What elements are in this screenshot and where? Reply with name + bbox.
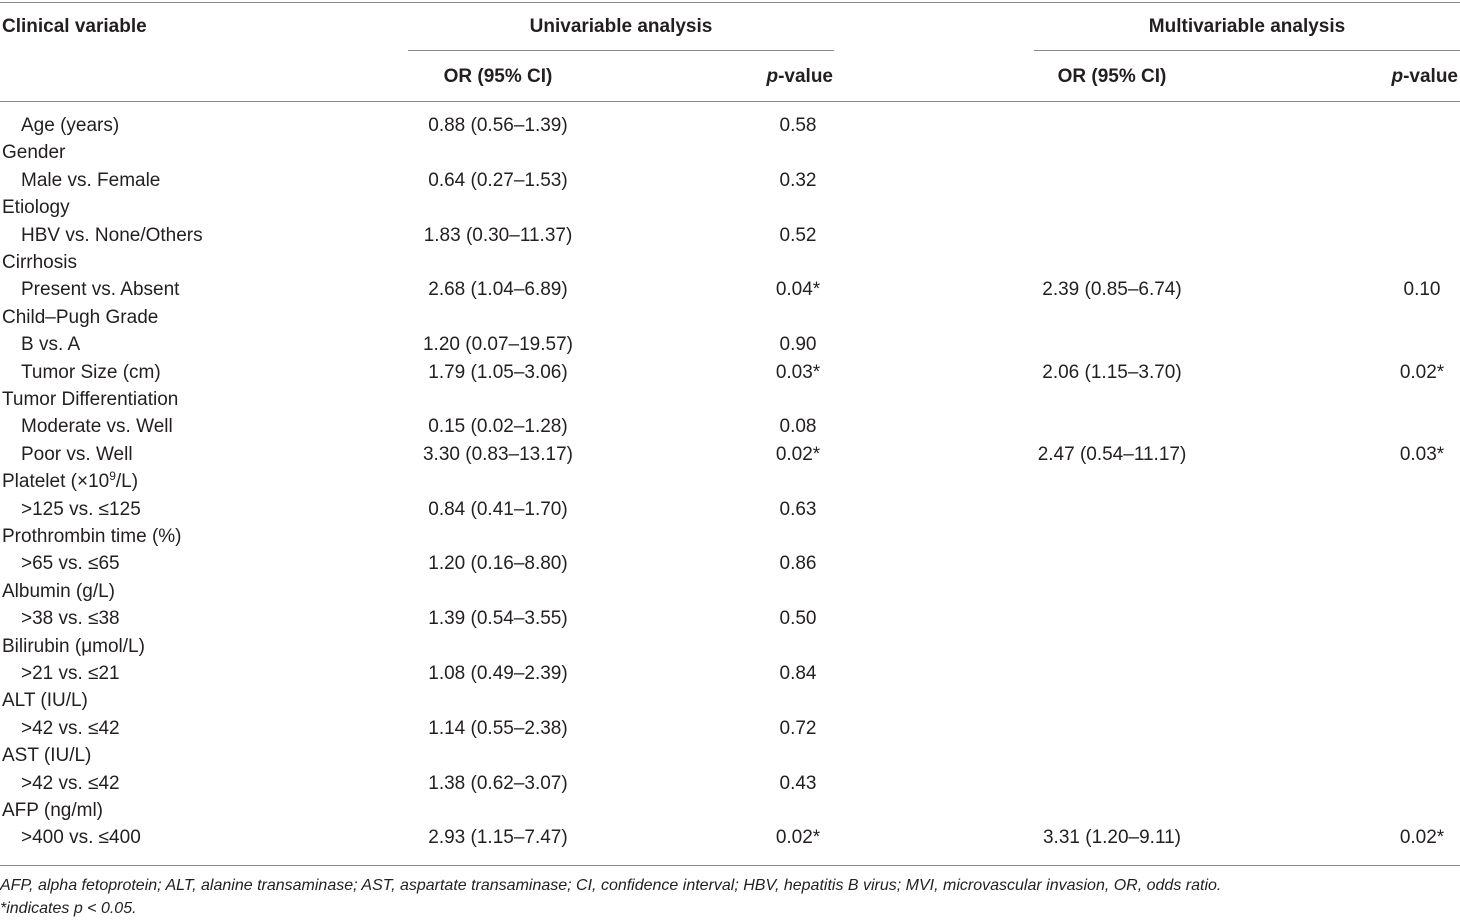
cell-uni-p-value: 0.43: [779, 772, 817, 794]
cell-uni-p-value: 0.04*: [775, 279, 821, 301]
row-comparison-label: B vs. A: [21, 334, 81, 356]
cell-multi-p-value: 0.02*: [1399, 361, 1445, 383]
cell-uni-p-value: 0.58: [779, 115, 817, 136]
cell-multi-or-ci: 3.31 (1.20–9.11): [1042, 827, 1182, 849]
header-uni-p-suffix: -value: [778, 66, 833, 87]
cell-uni-or-ci: 1.14 (0.55–2.38): [428, 717, 568, 739]
row-category-label: Gender: [2, 142, 66, 164]
footnote-significance: *indicates p < 0.05.: [0, 900, 137, 917]
header-clinical-variable: Clinical variable: [2, 16, 147, 37]
cell-uni-or-ci: 1.20 (0.16–8.80): [428, 553, 568, 575]
cell-uni-or-ci: 1.08 (0.49–2.39): [428, 663, 568, 684]
row-category-label: AST (IU/L): [2, 745, 92, 767]
header-multi-p-suffix: -value: [1403, 66, 1458, 87]
cell-uni-p-value: 0.84: [779, 663, 817, 684]
header-multi-p-letter: p: [1391, 66, 1404, 87]
cell-uni-or-ci: 0.15 (0.02–1.28): [428, 416, 568, 438]
row-comparison-label: >42 vs. ≤42: [21, 772, 120, 794]
cell-uni-p-value: 0.90: [779, 334, 817, 356]
cell-uni-p-value: 0.86: [779, 553, 817, 575]
cell-multi-p-value: 0.03*: [1399, 443, 1445, 465]
cell-uni-p-value: 0.02*: [775, 443, 821, 465]
row-category-label: Albumin (g/L): [2, 580, 115, 602]
row-comparison-label: >21 vs. ≤21: [21, 663, 120, 684]
cell-uni-or-ci: 1.20 (0.07–19.57): [422, 334, 573, 356]
univariable-underline: [408, 50, 834, 51]
table-bottom-rule: [0, 865, 1460, 866]
row-category-label: Child–Pugh Grade: [2, 306, 159, 328]
row-label-text: Platelet (×10: [2, 471, 110, 493]
cell-uni-or-ci: 1.39 (0.54–3.55): [428, 608, 568, 630]
header-uni-p-letter: p: [766, 66, 779, 87]
row-comparison-label: Age (years): [21, 115, 120, 136]
cell-uni-or-ci: 1.83 (0.30–11.37): [423, 224, 573, 246]
cell-multi-or-ci: 2.06 (1.15–3.70): [1042, 361, 1182, 383]
row-comparison-label: HBV vs. None/Others: [21, 224, 203, 246]
cell-uni-or-ci: 0.88 (0.56–1.39): [428, 115, 568, 136]
row-comparison-label: Tumor Size (cm): [21, 361, 161, 383]
row-comparison-label: >400 vs. ≤400: [21, 827, 141, 849]
cell-uni-or-ci: 0.64 (0.27–1.53): [428, 169, 568, 191]
cell-uni-p-value: 0.03*: [775, 361, 821, 383]
footnote-abbreviations: AFP, alpha fetoprotein; ALT, alanine tra…: [0, 877, 1222, 894]
cell-uni-p-value: 0.52: [779, 224, 817, 246]
top-rule: [0, 2, 1460, 3]
cell-uni-or-ci: 1.79 (1.05–3.06): [428, 361, 568, 383]
row-comparison-label: >65 vs. ≤65: [21, 553, 120, 575]
row-label-superscript: 9: [109, 469, 116, 484]
row-category-label: Cirrhosis: [2, 252, 77, 273]
cell-multi-p-value: 0.10: [1403, 279, 1441, 301]
cell-uni-or-ci: 2.68 (1.04–6.89): [428, 279, 568, 301]
header-uni-or-ci: OR (95% CI): [443, 66, 553, 87]
cell-uni-or-ci: 2.93 (1.15–7.47): [428, 827, 568, 849]
header-bottom-rule: [0, 101, 1460, 102]
cell-uni-p-value: 0.50: [779, 608, 817, 630]
cell-uni-p-value: 0.02*: [775, 827, 821, 849]
header-uni-p-value: p-value: [766, 65, 833, 89]
row-label-unit: /L): [115, 471, 139, 493]
cell-uni-p-value: 0.72: [779, 717, 817, 739]
header-multi-or-ci: OR (95% CI): [1057, 66, 1167, 87]
row-category-label: Prothrombin time (%): [2, 526, 182, 547]
cell-uni-or-ci: 3.30 (0.83–13.17): [422, 443, 573, 465]
cell-uni-p-value: 0.63: [779, 498, 817, 520]
cell-uni-or-ci: 1.38 (0.62–3.07): [428, 772, 568, 794]
row-category-label: Etiology: [2, 197, 70, 219]
cell-multi-or-ci: 2.39 (0.85–6.74): [1042, 279, 1182, 301]
row-category-label: Platelet (×109/L): [2, 470, 138, 494]
row-comparison-label: Moderate vs. Well: [21, 416, 173, 438]
cell-multi-p-value: 0.02*: [1399, 827, 1445, 849]
row-category-label: Bilirubin (μmol/L): [2, 635, 145, 657]
row-comparison-label: >38 vs. ≤38: [21, 608, 120, 630]
header-multi-p-value: p-value: [1391, 65, 1458, 89]
row-category-label: Tumor Differentiation: [2, 389, 179, 410]
row-comparison-label: Present vs. Absent: [21, 279, 180, 301]
multivariable-underline: [1034, 50, 1460, 51]
row-category-label: ALT (IU/L): [2, 690, 88, 712]
row-category-label: AFP (ng/ml): [2, 800, 104, 821]
cell-uni-p-value: 0.08: [779, 416, 817, 438]
cell-multi-or-ci: 2.47 (0.54–11.17): [1037, 443, 1187, 465]
row-comparison-label: >42 vs. ≤42: [21, 717, 120, 739]
header-univariable: Univariable analysis: [529, 16, 713, 37]
row-comparison-label: Poor vs. Well: [21, 443, 133, 465]
cell-uni-p-value: 0.32: [779, 169, 817, 191]
cell-uni-or-ci: 0.84 (0.41–1.70): [428, 498, 568, 520]
row-comparison-label: Male vs. Female: [21, 169, 161, 191]
row-comparison-label: >125 vs. ≤125: [21, 498, 141, 520]
header-multivariable: Multivariable analysis: [1148, 16, 1346, 37]
